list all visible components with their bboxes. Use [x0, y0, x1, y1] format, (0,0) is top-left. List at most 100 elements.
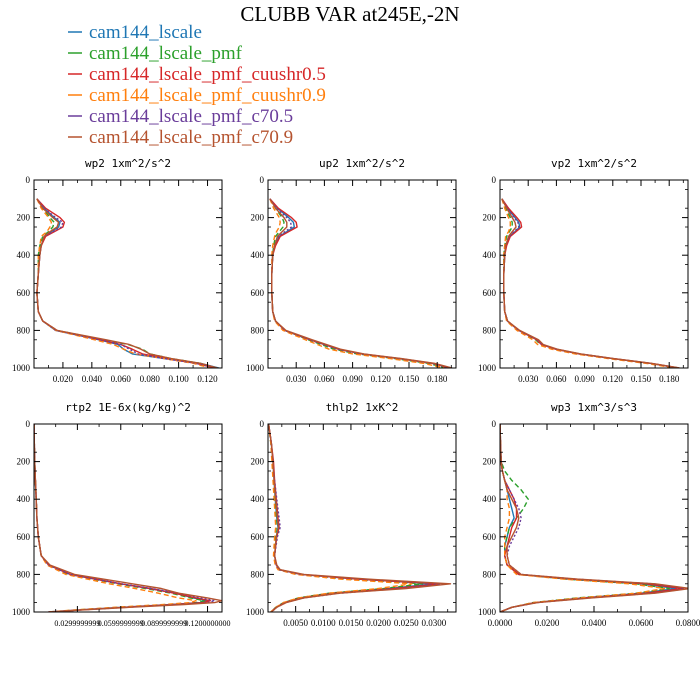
- y-tick-label: 400: [251, 250, 265, 260]
- x-tick-label: 0.180: [659, 374, 680, 384]
- y-tick-label: 1000: [12, 363, 31, 373]
- series-line: [268, 424, 452, 612]
- x-tick-label: 0.0000: [488, 618, 513, 628]
- y-tick-label: 800: [251, 325, 265, 335]
- legend-item: cam144_lscale: [68, 22, 202, 43]
- panel-title: wp3 1xm^3/s^3: [551, 401, 637, 414]
- panel-title: vp2 1xm^2/s^2: [551, 157, 637, 170]
- y-tick-label: 800: [483, 325, 497, 335]
- y-tick-label: 1000: [478, 363, 497, 373]
- panel-title: up2 1xm^2/s^2: [319, 157, 405, 170]
- x-tick-label: 0.060: [314, 374, 335, 384]
- y-tick-label: 600: [251, 532, 265, 542]
- y-tick-label: 400: [251, 494, 265, 504]
- panel-grid: wp2 1xm^2/s^2 0 200 400 600 800 1000 0.020 0.040…: [12, 157, 700, 628]
- panel-title: thlp2 1xK^2: [326, 401, 399, 414]
- plot-frame: [267, 179, 457, 369]
- x-tick-label: 0.0899999999: [141, 619, 187, 628]
- x-tick-label: 0.0200: [535, 618, 560, 628]
- chart-panel: rtp2 1E-6x(kg/kg)^2 0 200 400 600 800 1000 0.02…: [12, 401, 231, 628]
- chart-panel: up2 1xm^2/s^2 0 200 400 600 800 1000 0.030 0.060…: [246, 157, 457, 384]
- y-tick-label: 0: [260, 419, 265, 429]
- y-tick-label: 600: [483, 532, 497, 542]
- y-tick-label: 0: [260, 175, 265, 185]
- chart-panel: vp2 1xm^2/s^2 0 200 400 600 800 1000 0.030 0.060…: [478, 157, 689, 384]
- y-tick-label: 800: [17, 325, 31, 335]
- x-tick-label: 0.0600: [629, 618, 654, 628]
- x-tick-label: 0.090: [574, 374, 595, 384]
- x-tick-label: 0.040: [82, 374, 103, 384]
- legend-item: cam144_lscale_pmf_c70.5: [68, 106, 293, 127]
- y-tick-label: 400: [17, 250, 31, 260]
- x-tick-label: 0.090: [342, 374, 363, 384]
- series-line: [501, 198, 679, 368]
- x-tick-label: 0.0300: [422, 618, 447, 628]
- y-tick-label: 800: [17, 569, 31, 579]
- x-tick-label: 0.030: [518, 374, 539, 384]
- x-tick-label: 0.060: [111, 374, 132, 384]
- series-line: [34, 424, 216, 612]
- series-line: [269, 198, 450, 368]
- plot-frame: [499, 179, 689, 369]
- y-tick-label: 200: [17, 213, 31, 223]
- x-tick-label: 0.120: [197, 374, 218, 384]
- x-tick-label: 0.020: [53, 374, 74, 384]
- legend-label: cam144_lscale_pmf_c70.9: [89, 127, 293, 148]
- legend-label: cam144_lscale_pmf: [89, 43, 243, 64]
- series-line: [268, 424, 413, 612]
- series-line: [36, 198, 215, 368]
- y-tick-label: 600: [17, 532, 31, 542]
- x-tick-label: 0.0050: [283, 618, 308, 628]
- x-tick-label: 0.0299999999: [54, 619, 100, 628]
- y-tick-label: 600: [251, 288, 265, 298]
- y-tick-label: 0: [26, 175, 31, 185]
- x-tick-label: 0.150: [631, 374, 652, 384]
- series-line: [34, 424, 197, 612]
- series-line: [36, 198, 211, 368]
- y-tick-label: 200: [251, 213, 265, 223]
- chart-panel: thlp2 1xK^2 0 200 400 600 800 1000 0.0050 0.0100…: [246, 401, 457, 628]
- x-tick-label: 0.120: [371, 374, 392, 384]
- x-tick-label: 0.0200: [366, 618, 391, 628]
- series-line: [269, 198, 453, 368]
- y-tick-label: 200: [17, 457, 31, 467]
- y-tick-label: 200: [483, 457, 497, 467]
- y-tick-label: 400: [483, 494, 497, 504]
- series-line: [268, 424, 424, 612]
- x-tick-label: 0.0100: [311, 618, 336, 628]
- x-tick-label: 0.080: [140, 374, 161, 384]
- y-tick-label: 200: [251, 457, 265, 467]
- x-tick-label: 0.060: [546, 374, 567, 384]
- series-line: [500, 424, 688, 612]
- x-tick-label: 0.1200000000: [185, 619, 231, 628]
- x-tick-label: 0.100: [168, 374, 189, 384]
- series-line: [501, 198, 675, 368]
- chart-panel: wp2 1xm^2/s^2 0 200 400 600 800 1000 0.020 0.040…: [12, 157, 223, 384]
- panel-title: wp2 1xm^2/s^2: [85, 157, 171, 170]
- x-tick-label: 0.0150: [339, 618, 364, 628]
- x-tick-label: 0.0250: [394, 618, 419, 628]
- series-line: [501, 198, 680, 368]
- y-tick-label: 600: [483, 288, 497, 298]
- series-line: [501, 198, 679, 368]
- x-tick-label: 0.0400: [582, 618, 607, 628]
- plot-frame: [33, 179, 223, 369]
- panel-title: rtp2 1E-6x(kg/kg)^2: [65, 401, 191, 414]
- y-tick-label: 0: [492, 175, 497, 185]
- x-tick-label: 0.180: [427, 374, 448, 384]
- legend-item: cam144_lscale_pmf_cuushr0.9: [68, 85, 326, 106]
- y-tick-label: 1000: [12, 607, 31, 617]
- y-tick-label: 200: [483, 213, 497, 223]
- series-line: [500, 424, 666, 612]
- series-line: [501, 198, 679, 368]
- legend-label: cam144_lscale_pmf_cuushr0.9: [89, 85, 326, 106]
- y-tick-label: 600: [17, 288, 31, 298]
- legend: cam144_lscalecam144_lscale_pmfcam144_lsc…: [68, 22, 326, 148]
- legend-label: cam144_lscale_pmf_cuushr0.5: [89, 64, 326, 85]
- plot-frame: [33, 423, 223, 613]
- y-tick-label: 800: [251, 569, 265, 579]
- legend-item: cam144_lscale_pmf_c70.9: [68, 127, 293, 148]
- series-line: [501, 198, 677, 368]
